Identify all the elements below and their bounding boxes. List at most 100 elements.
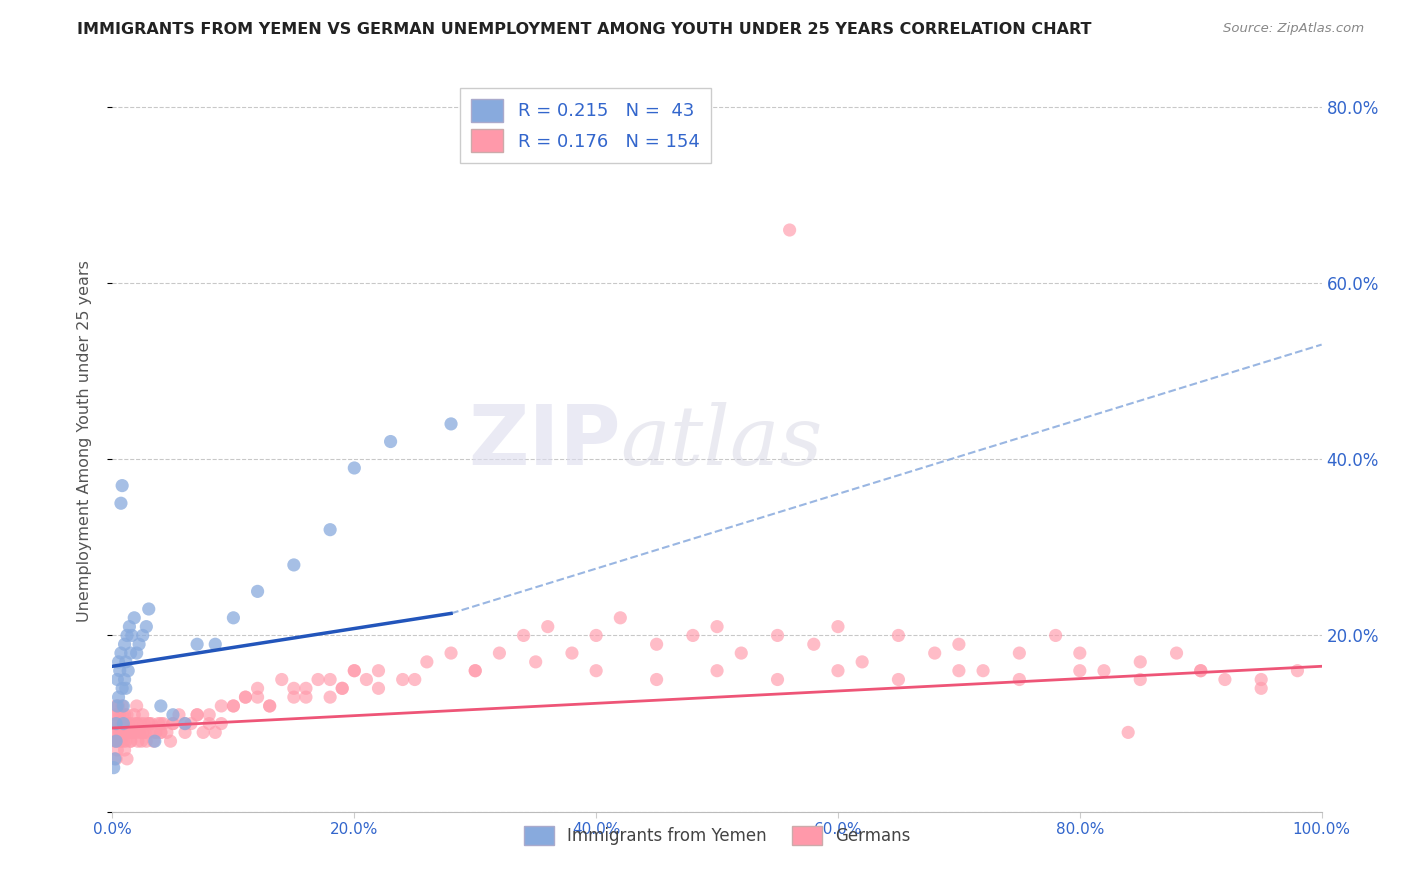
- Point: [174, 725, 197, 739]
- Point: [295, 681, 318, 696]
- Point: [609, 611, 631, 625]
- Point: [1213, 673, 1236, 687]
- Point: [404, 673, 426, 687]
- Point: [1250, 673, 1272, 687]
- Point: [118, 619, 141, 633]
- Point: [204, 637, 226, 651]
- Point: [924, 646, 946, 660]
- Point: [803, 637, 825, 651]
- Point: [120, 734, 142, 748]
- Point: [112, 698, 135, 713]
- Point: [110, 646, 132, 660]
- Point: [440, 646, 463, 660]
- Point: [110, 716, 132, 731]
- Point: [125, 698, 148, 713]
- Point: [209, 716, 232, 731]
- Point: [149, 716, 172, 731]
- Point: [1092, 664, 1115, 678]
- Point: [128, 725, 150, 739]
- Point: [948, 637, 970, 651]
- Text: Source: ZipAtlas.com: Source: ZipAtlas.com: [1223, 22, 1364, 36]
- Point: [488, 646, 510, 660]
- Point: [114, 716, 136, 731]
- Point: [186, 637, 208, 651]
- Point: [827, 619, 849, 633]
- Point: [111, 725, 134, 739]
- Point: [156, 725, 179, 739]
- Point: [114, 637, 136, 651]
- Point: [1008, 646, 1031, 660]
- Point: [827, 664, 849, 678]
- Point: [343, 664, 366, 678]
- Point: [120, 734, 142, 748]
- Point: [129, 716, 152, 731]
- Point: [132, 707, 155, 722]
- Point: [222, 698, 245, 713]
- Point: [128, 637, 150, 651]
- Point: [180, 716, 202, 731]
- Point: [112, 734, 135, 748]
- Point: [122, 725, 145, 739]
- Point: [141, 716, 163, 731]
- Point: [104, 725, 127, 739]
- Point: [270, 673, 292, 687]
- Point: [198, 716, 221, 731]
- Point: [127, 734, 149, 748]
- Point: [464, 664, 486, 678]
- Point: [1166, 646, 1188, 660]
- Point: [114, 673, 136, 687]
- Point: [103, 716, 125, 731]
- Point: [174, 716, 197, 731]
- Point: [134, 725, 156, 739]
- Point: [107, 698, 129, 713]
- Point: [198, 707, 221, 722]
- Point: [124, 725, 146, 739]
- Point: [138, 716, 160, 731]
- Point: [367, 664, 389, 678]
- Point: [138, 725, 160, 739]
- Point: [1189, 664, 1212, 678]
- Point: [283, 681, 305, 696]
- Point: [105, 743, 128, 757]
- Point: [149, 698, 172, 713]
- Point: [283, 690, 305, 705]
- Text: atlas: atlas: [620, 401, 823, 482]
- Point: [585, 628, 607, 642]
- Point: [524, 655, 547, 669]
- Point: [117, 716, 139, 731]
- Point: [307, 673, 329, 687]
- Point: [1008, 673, 1031, 687]
- Point: [561, 646, 583, 660]
- Point: [235, 690, 257, 705]
- Point: [107, 734, 129, 748]
- Point: [120, 646, 142, 660]
- Point: [464, 664, 486, 678]
- Point: [104, 752, 127, 766]
- Point: [645, 673, 668, 687]
- Point: [440, 417, 463, 431]
- Point: [145, 725, 167, 739]
- Point: [105, 725, 128, 739]
- Point: [380, 434, 402, 449]
- Point: [730, 646, 752, 660]
- Point: [585, 664, 607, 678]
- Point: [114, 734, 136, 748]
- Point: [118, 725, 141, 739]
- Point: [122, 611, 145, 625]
- Point: [115, 707, 138, 722]
- Point: [125, 646, 148, 660]
- Point: [104, 707, 127, 722]
- Point: [330, 681, 353, 696]
- Point: [122, 707, 145, 722]
- Point: [112, 716, 135, 731]
- Point: [125, 716, 148, 731]
- Point: [779, 223, 801, 237]
- Point: [343, 461, 366, 475]
- Point: [132, 628, 155, 642]
- Point: [1129, 673, 1152, 687]
- Point: [295, 690, 318, 705]
- Point: [107, 655, 129, 669]
- Point: [246, 681, 269, 696]
- Point: [110, 734, 132, 748]
- Point: [319, 690, 342, 705]
